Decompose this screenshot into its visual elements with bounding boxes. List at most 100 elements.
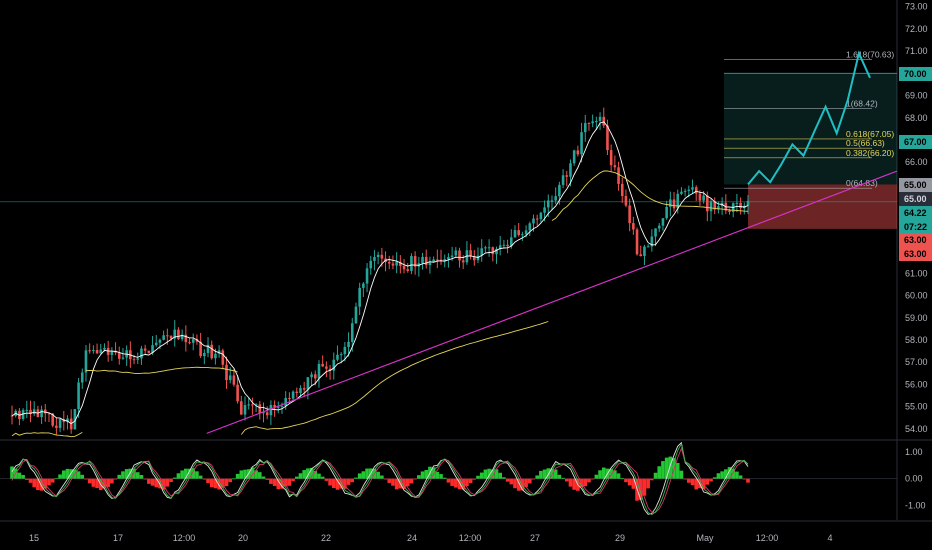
histogram-bar bbox=[638, 478, 643, 500]
candle-body bbox=[347, 341, 350, 347]
histogram-bar bbox=[343, 478, 347, 489]
candle-body bbox=[509, 237, 513, 247]
histogram-bar bbox=[646, 478, 650, 489]
histogram-bar bbox=[520, 478, 525, 491]
candle-body bbox=[624, 196, 628, 206]
candle-body bbox=[92, 350, 95, 352]
histogram-bar bbox=[254, 470, 258, 479]
candle-body bbox=[646, 246, 650, 248]
candle-body bbox=[299, 388, 302, 394]
candle-body bbox=[191, 339, 195, 343]
candle-body bbox=[295, 391, 299, 394]
histogram-bar bbox=[335, 478, 340, 490]
candle-body bbox=[739, 202, 742, 209]
histogram-bar bbox=[609, 468, 613, 479]
histogram-bar bbox=[664, 457, 669, 479]
candle-body bbox=[432, 259, 435, 263]
histogram-bar bbox=[306, 468, 310, 479]
histogram-bar bbox=[80, 474, 85, 479]
histogram-bar bbox=[32, 478, 36, 488]
candle-body bbox=[709, 201, 713, 212]
histogram-bar bbox=[457, 478, 462, 490]
histogram-bar bbox=[720, 471, 724, 479]
histogram-bar bbox=[690, 478, 695, 486]
candle-body bbox=[243, 405, 247, 415]
candle-body bbox=[498, 245, 502, 249]
candle-body bbox=[517, 230, 520, 236]
candle-body bbox=[265, 412, 269, 416]
histogram-bar bbox=[431, 467, 436, 479]
candle-body bbox=[602, 116, 606, 126]
candle-body bbox=[691, 187, 694, 190]
candle-body bbox=[617, 167, 620, 184]
candle-body bbox=[88, 350, 91, 352]
fib-extension-tool[interactable]: 1.618(70.63) 1(68.42) 0.618(67.05)0.5(66.6… bbox=[724, 49, 894, 189]
oscillator-pane bbox=[0, 441, 897, 516]
candle-body bbox=[166, 335, 169, 337]
histogram-bar bbox=[435, 471, 440, 479]
long-position-tool[interactable] bbox=[724, 72, 897, 229]
candle-body bbox=[206, 344, 210, 354]
candle-body bbox=[77, 382, 80, 410]
candle-body bbox=[580, 132, 583, 155]
histogram-bar bbox=[442, 477, 447, 479]
histogram-bar bbox=[165, 478, 170, 487]
histogram-bar bbox=[712, 477, 717, 479]
histogram-bar bbox=[627, 478, 632, 486]
indicator-tick-label: 1.00 bbox=[905, 447, 923, 457]
fib-level-label: 0(64.83) bbox=[846, 178, 878, 188]
candle-body bbox=[302, 388, 306, 390]
price-tick-label: 58.00 bbox=[905, 335, 928, 345]
trendline[interactable] bbox=[206, 170, 898, 434]
candle-body bbox=[328, 368, 332, 371]
histogram-bar bbox=[102, 478, 107, 489]
histogram-bar bbox=[572, 478, 576, 490]
candle-body bbox=[546, 200, 550, 208]
candle-body bbox=[221, 350, 225, 365]
candle-body bbox=[528, 223, 532, 231]
histogram-bar bbox=[357, 473, 362, 479]
projection-path[interactable] bbox=[747, 50, 871, 186]
histogram-bar bbox=[217, 478, 221, 490]
histogram-bar bbox=[527, 478, 532, 484]
candle-body bbox=[162, 335, 165, 340]
candle-body bbox=[661, 218, 665, 226]
candle-body bbox=[99, 349, 103, 354]
candle-body bbox=[354, 306, 358, 324]
candle-body bbox=[284, 397, 287, 406]
time-axis[interactable]: 15 17 12:00 20 22 24 12:00 27 29 May 12:00 4 bbox=[29, 533, 833, 543]
price-tick-label: 57.00 bbox=[905, 357, 928, 367]
histogram-bar bbox=[147, 478, 151, 484]
time-tick-label: 4 bbox=[827, 533, 832, 543]
histogram-bar bbox=[716, 473, 721, 479]
price-badge-label: 70.00 bbox=[904, 69, 927, 79]
candle-body bbox=[58, 418, 62, 428]
candle-body bbox=[558, 184, 561, 197]
candle-body bbox=[339, 354, 343, 356]
histogram-bar bbox=[557, 474, 562, 479]
candle-body bbox=[735, 202, 739, 204]
candle-body bbox=[376, 254, 380, 258]
candle-body bbox=[502, 244, 506, 246]
histogram-bar bbox=[479, 472, 484, 479]
candle-body bbox=[380, 254, 384, 259]
candle-body bbox=[25, 409, 29, 411]
candle-body bbox=[473, 256, 476, 261]
histogram-bar bbox=[542, 469, 547, 479]
candle-body bbox=[273, 405, 276, 408]
histogram-bar bbox=[583, 478, 588, 487]
histogram-bar bbox=[472, 478, 477, 480]
candle-body bbox=[217, 350, 221, 354]
candle-body bbox=[746, 200, 750, 206]
candle-body bbox=[487, 247, 491, 249]
histogram-bar bbox=[124, 469, 129, 479]
candle-body bbox=[147, 350, 151, 354]
histogram-bar bbox=[446, 478, 451, 483]
histogram-bar bbox=[424, 469, 429, 479]
candle-body bbox=[480, 248, 484, 256]
histogram-bar bbox=[409, 478, 414, 484]
candle-body bbox=[450, 255, 454, 258]
histogram-bar bbox=[642, 478, 647, 496]
candle-body bbox=[591, 121, 594, 124]
